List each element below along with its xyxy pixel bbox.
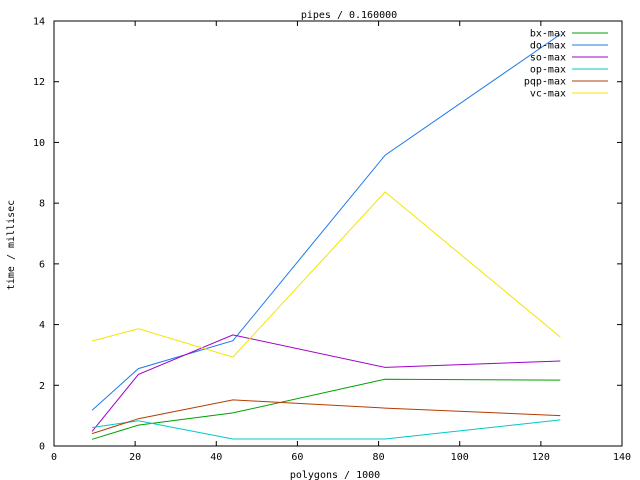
- x-tick-label: 140: [613, 452, 631, 463]
- x-axis-label: polygons / 1000: [290, 470, 380, 480]
- series-line-so-max: [91, 334, 561, 432]
- series-line-do-max: [91, 33, 561, 411]
- y-tick-label: 4: [39, 320, 45, 331]
- y-axis-label: time / millisec: [6, 200, 17, 290]
- series-line-bx-max: [91, 378, 561, 440]
- x-tick-label: 80: [373, 452, 385, 463]
- y-tick-label: 12: [33, 77, 45, 88]
- x-tick-label: 40: [210, 452, 222, 463]
- series-layer: [91, 33, 561, 440]
- y-tick-label: 14: [33, 17, 45, 28]
- series-line-vc-max: [91, 191, 561, 358]
- axes: 0 20 40 60 80 100 120 140 0 2 4 6 8 10 12 14: [33, 17, 631, 464]
- legend-label: bx-max: [530, 29, 566, 40]
- x-tick-label: 0: [51, 452, 57, 463]
- y-tick-label: 0: [39, 442, 45, 453]
- x-tick-label: 100: [451, 452, 469, 463]
- series-line-op-max: [92, 419, 561, 440]
- y-tick-label: 2: [39, 381, 45, 392]
- legend-label: so-max: [530, 53, 566, 64]
- y-tick-label: 6: [39, 259, 45, 270]
- series-line-pqp-max: [91, 399, 561, 435]
- y-tick-label: 10: [33, 138, 45, 149]
- chart-title: pipes / 0.160000: [301, 10, 397, 21]
- legend-label: vc-max: [530, 89, 566, 100]
- plot-frame: [53, 20, 623, 447]
- legend-label: op-max: [530, 65, 566, 76]
- x-tick-label: 20: [129, 452, 141, 463]
- y-tick-label: 8: [39, 199, 45, 210]
- x-tick-label: 60: [291, 452, 303, 463]
- legend-label: pqp-max: [524, 77, 566, 88]
- x-tick-label: 120: [532, 452, 550, 463]
- legend-label: do-max: [530, 41, 566, 52]
